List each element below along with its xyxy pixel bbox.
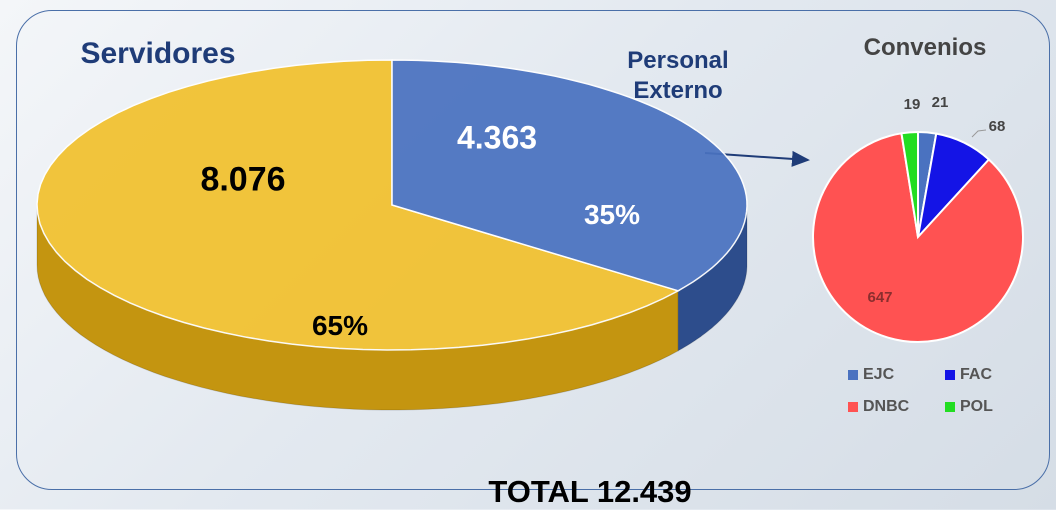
legend-label: FAC: [960, 366, 992, 383]
value-label: 21: [932, 94, 949, 111]
legend-swatch: [848, 370, 858, 380]
legend-swatch: [848, 402, 858, 412]
chart-title: Convenios: [863, 34, 987, 61]
category-label: Personal Externo: [627, 47, 729, 104]
pie-slice: [900, 130, 919, 238]
frame: [16, 10, 1050, 490]
pie-slice: [391, 59, 748, 292]
total-label: TOTAL 12.439: [488, 474, 692, 509]
legend-swatch: [945, 402, 955, 412]
pie-slice: [812, 132, 1024, 343]
category-label: Servidores: [80, 37, 236, 70]
legend-label: DNBC: [863, 398, 910, 415]
leader-line: [971, 129, 987, 138]
legend-label: EJC: [863, 366, 895, 383]
legend-swatch: [945, 370, 955, 380]
value-label: 8.076: [200, 160, 286, 199]
value-label: 68: [989, 118, 1006, 135]
legend-label: POL: [960, 398, 993, 415]
value-label: 647: [867, 289, 892, 306]
value-label: 4.363: [456, 119, 538, 156]
percentage-label: 65%: [311, 310, 369, 341]
percentage-label: 35%: [583, 199, 641, 230]
pie-slice: [36, 59, 681, 351]
value-label: 19: [904, 96, 921, 113]
